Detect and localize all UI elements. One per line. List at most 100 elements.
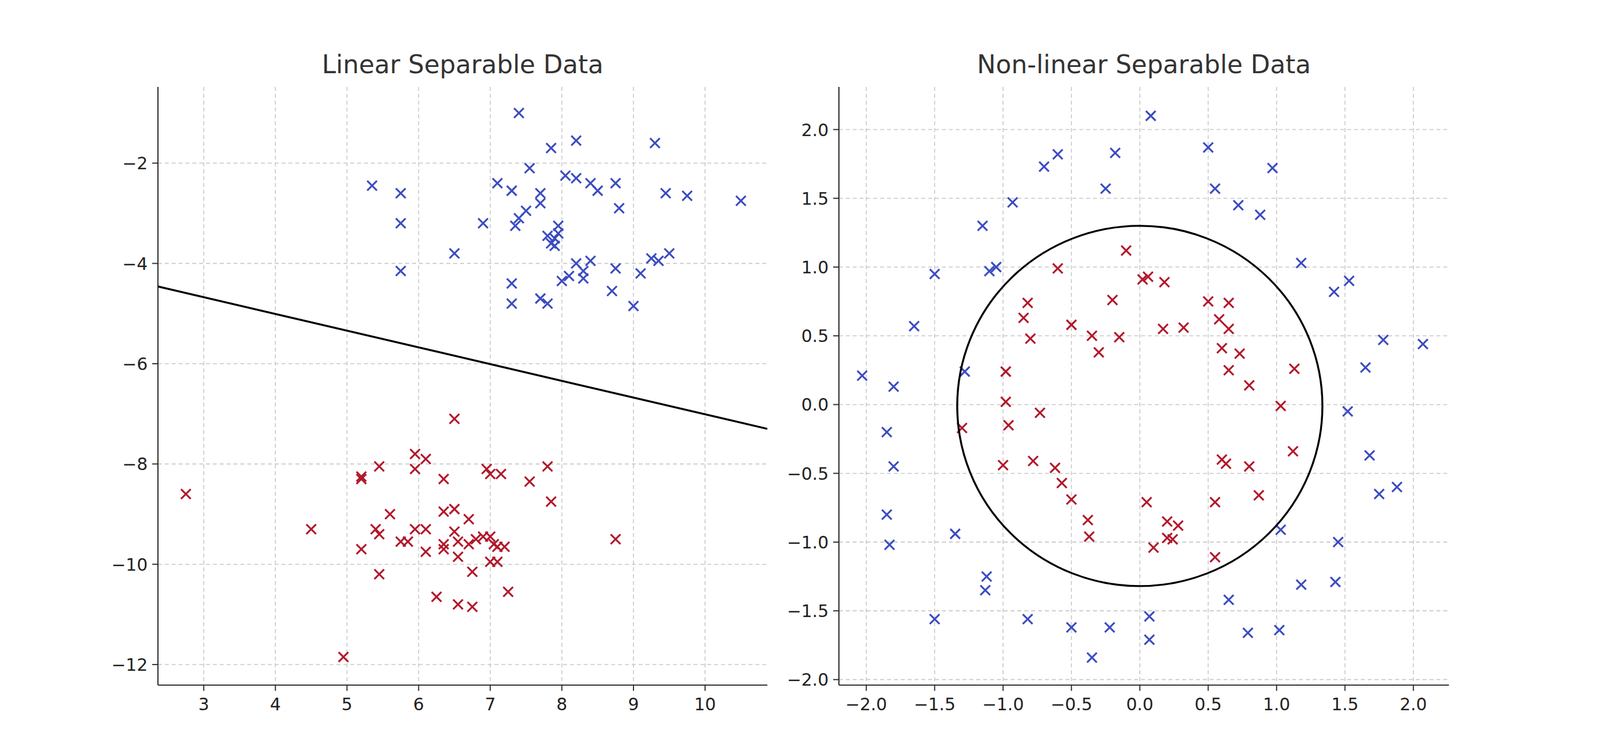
point xyxy=(449,504,460,515)
point xyxy=(507,185,517,196)
point xyxy=(496,469,506,479)
point xyxy=(1289,363,1299,374)
tick-label: 1.5 xyxy=(1331,694,1359,715)
point xyxy=(1141,497,1152,508)
point xyxy=(1333,537,1344,548)
point xyxy=(1378,335,1389,346)
point xyxy=(1003,420,1014,431)
tick xyxy=(1002,685,1004,692)
point xyxy=(1052,149,1063,160)
tick-label: 8 xyxy=(556,694,568,715)
point xyxy=(467,567,478,577)
point xyxy=(492,557,503,568)
tick-label: −2.0 xyxy=(786,670,829,691)
point xyxy=(438,544,449,555)
point xyxy=(549,240,560,251)
point xyxy=(981,572,992,582)
grid-line xyxy=(1139,86,1141,686)
background xyxy=(0,0,1600,748)
point xyxy=(395,266,406,276)
point xyxy=(1255,210,1266,220)
point xyxy=(438,507,449,517)
point xyxy=(1144,635,1155,645)
tick xyxy=(833,266,839,268)
tick xyxy=(152,363,158,365)
point xyxy=(553,228,564,239)
grid-line xyxy=(157,162,768,164)
grid-line xyxy=(1002,86,1004,686)
point xyxy=(385,509,395,520)
grid-line xyxy=(157,363,768,365)
grid-line xyxy=(561,86,563,686)
grid-line xyxy=(838,266,1449,268)
point xyxy=(1418,339,1428,350)
plot-area xyxy=(157,108,768,663)
point xyxy=(1018,313,1029,323)
tick xyxy=(833,335,839,337)
point xyxy=(991,262,1001,273)
chart-title: Linear Separable Data xyxy=(322,49,604,79)
point xyxy=(449,414,460,425)
point xyxy=(610,178,621,189)
point xyxy=(421,454,431,465)
grid-line xyxy=(418,86,420,686)
point xyxy=(1329,287,1340,297)
point xyxy=(1244,461,1255,472)
point xyxy=(464,514,474,525)
point xyxy=(556,276,567,287)
point xyxy=(370,524,381,535)
axis-line xyxy=(157,86,159,686)
tick-label: 6 xyxy=(413,694,425,715)
point xyxy=(1296,580,1306,590)
point xyxy=(481,464,492,475)
point xyxy=(524,477,535,487)
point xyxy=(367,180,378,191)
tick xyxy=(203,685,205,692)
point xyxy=(1242,628,1253,639)
tick xyxy=(152,664,158,666)
point xyxy=(578,273,589,284)
figure: 345678910−2−4−6−8−10−12Linear Separable … xyxy=(0,0,1600,748)
tick-label: −1.5 xyxy=(913,694,956,715)
point xyxy=(1066,494,1077,505)
grid-line xyxy=(1071,86,1073,686)
point xyxy=(546,497,557,508)
tick-label: −0.5 xyxy=(786,464,829,485)
grid-line xyxy=(489,86,491,686)
point xyxy=(513,108,524,118)
tick xyxy=(833,541,839,544)
point xyxy=(929,269,940,280)
tick xyxy=(833,473,839,475)
point xyxy=(1143,271,1154,282)
tick xyxy=(833,679,839,681)
point xyxy=(1210,552,1221,563)
grid-line xyxy=(346,86,348,686)
point xyxy=(884,540,895,550)
tick xyxy=(833,404,839,406)
point xyxy=(1224,595,1234,605)
point xyxy=(546,143,557,153)
point xyxy=(467,602,478,613)
point xyxy=(1167,535,1178,545)
point xyxy=(635,268,646,279)
point xyxy=(997,460,1008,471)
point xyxy=(1344,276,1354,287)
grid-line xyxy=(274,86,276,686)
tick-label: 0.0 xyxy=(801,394,829,415)
point xyxy=(1000,397,1011,407)
point xyxy=(1267,163,1278,173)
chart-title: Non-linear Separable Data xyxy=(976,49,1311,79)
grid-line xyxy=(838,335,1449,337)
point xyxy=(1000,366,1011,377)
point xyxy=(507,298,517,309)
point xyxy=(524,163,535,174)
tick xyxy=(1070,685,1072,692)
point xyxy=(664,248,675,259)
point xyxy=(410,464,421,475)
point xyxy=(1114,332,1124,343)
point xyxy=(909,321,920,332)
tick xyxy=(418,685,420,692)
point xyxy=(1253,490,1264,501)
point xyxy=(1083,515,1093,526)
grid-line xyxy=(838,679,1449,681)
